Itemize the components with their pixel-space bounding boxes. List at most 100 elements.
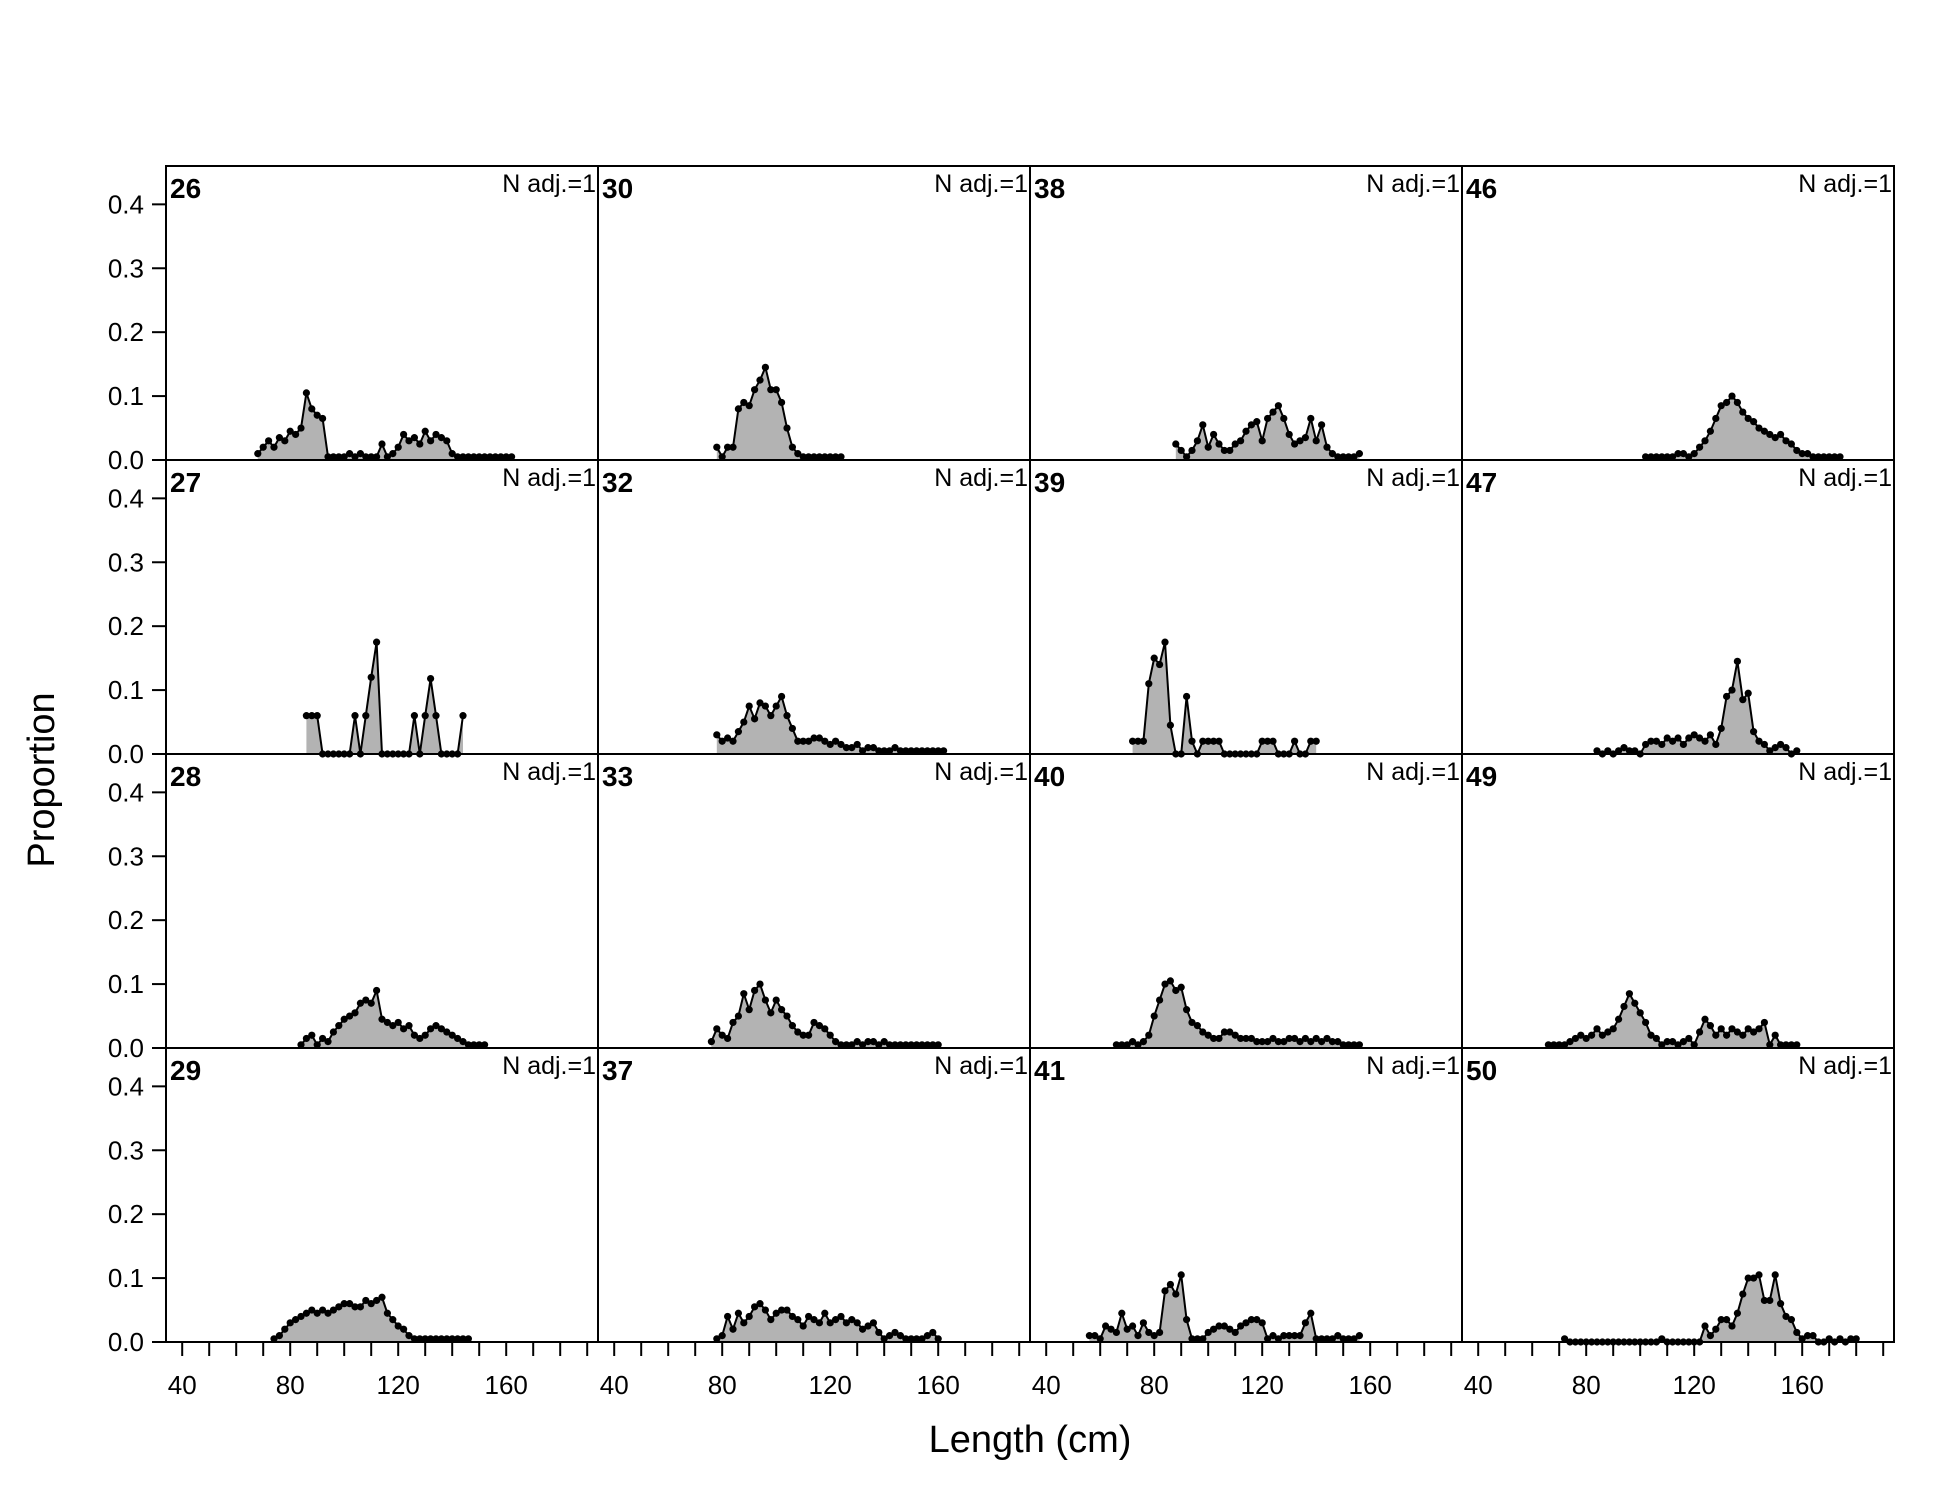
data-point: [1620, 744, 1628, 752]
data-point: [1215, 1034, 1223, 1043]
panel-37: 37 N adj.=1: [597, 1047, 1031, 1343]
data-point: [329, 453, 337, 461]
panel-frame: [1461, 459, 1895, 755]
data-point: [1215, 1322, 1223, 1330]
panel-27: 27 N adj.=1: [165, 459, 599, 758]
data-point: [1210, 1034, 1218, 1043]
data-point: [788, 724, 797, 733]
x-tick-label: 160: [1349, 1370, 1392, 1400]
panel-id-label: 27: [170, 467, 201, 498]
x-tick-label: 160: [1781, 1370, 1824, 1400]
y-tick-label: 0.1: [108, 969, 144, 999]
data-point: [432, 1335, 440, 1343]
data-point: [1777, 740, 1785, 749]
data-point: [783, 1012, 791, 1020]
data-point: [1274, 1335, 1282, 1343]
data-point: [1793, 1328, 1801, 1337]
data-point: [794, 1028, 802, 1036]
data-point: [718, 737, 726, 745]
data-point: [896, 1041, 905, 1049]
data-point: [259, 443, 267, 451]
data-point: [410, 434, 418, 442]
panel-id-label: 39: [1034, 467, 1065, 498]
data-point: [1301, 1319, 1309, 1327]
data-point: [1852, 1335, 1860, 1343]
data-point: [1771, 434, 1779, 442]
data-point: [389, 1022, 397, 1030]
data-point: [810, 1316, 818, 1324]
data-point: [815, 1022, 824, 1030]
data-point: [324, 1309, 332, 1317]
data-point: [1723, 1316, 1731, 1324]
y-tick-label: 0.4: [108, 189, 144, 219]
data-point: [1166, 1280, 1174, 1289]
data-point: [805, 453, 813, 461]
data-point: [421, 427, 429, 435]
data-point: [448, 1031, 456, 1039]
data-point: [378, 440, 386, 448]
data-point: [1139, 1038, 1147, 1046]
data-point: [1296, 1038, 1304, 1046]
y-tick-label: 0.1: [108, 1263, 144, 1293]
data-point: [1237, 437, 1245, 445]
data-point: [896, 1332, 905, 1340]
data-point: [886, 1041, 894, 1049]
series-line: [306, 642, 464, 755]
data-point: [1804, 450, 1812, 458]
data-point: [880, 1335, 888, 1343]
data-point: [1145, 1328, 1153, 1337]
data-point: [1674, 450, 1682, 458]
data-point: [1258, 437, 1266, 445]
data-point: [313, 1309, 321, 1317]
data-point: [405, 437, 413, 445]
x-tick-label: 160: [917, 1370, 960, 1400]
data-point: [842, 1041, 851, 1049]
data-point: [1760, 427, 1768, 435]
data-point: [1771, 744, 1779, 752]
data-point: [1231, 1328, 1239, 1337]
data-point: [1264, 414, 1272, 423]
data-point: [815, 453, 824, 461]
panel-30: 30 N adj.=1: [597, 165, 1031, 461]
data-point: [1210, 1325, 1218, 1333]
data-point: [1307, 1038, 1315, 1046]
data-point: [1658, 453, 1666, 461]
data-point: [848, 744, 856, 752]
data-point: [275, 1332, 283, 1340]
data-point: [1636, 1009, 1644, 1017]
data-point: [1296, 437, 1304, 445]
data-point: [1679, 740, 1687, 749]
data-point: [1177, 446, 1185, 455]
data-point: [913, 1335, 921, 1343]
data-point: [805, 737, 813, 745]
data-point: [745, 402, 753, 410]
data-point: [437, 1025, 445, 1033]
data-point: [1188, 1018, 1196, 1027]
x-tick-label: 120: [377, 1370, 420, 1400]
panel-28: 28 N adj.=1: [165, 753, 599, 1049]
y-tick-label: 0.2: [108, 611, 144, 641]
x-axis-label: Length (cm): [929, 1419, 1132, 1461]
data-point: [1161, 980, 1169, 988]
data-point: [815, 734, 824, 742]
data-point: [362, 453, 370, 461]
data-point: [470, 453, 478, 461]
data-point: [383, 1018, 391, 1027]
data-point: [335, 453, 343, 461]
data-point: [1652, 453, 1660, 461]
data-point: [1712, 1031, 1720, 1039]
panel-46: 46 N adj.=1: [1461, 165, 1895, 461]
data-point: [378, 1293, 386, 1301]
data-point: [821, 1025, 829, 1033]
data-point: [799, 453, 807, 461]
data-point: [859, 1041, 867, 1049]
data-point: [1652, 1034, 1660, 1043]
data-point: [292, 1316, 300, 1324]
data-point: [1669, 1038, 1677, 1046]
data-point: [1220, 1322, 1228, 1330]
data-point: [1350, 1041, 1358, 1049]
data-point: [1658, 740, 1666, 749]
data-point: [470, 1041, 478, 1049]
data-point: [394, 1018, 402, 1027]
data-point: [367, 1300, 375, 1308]
